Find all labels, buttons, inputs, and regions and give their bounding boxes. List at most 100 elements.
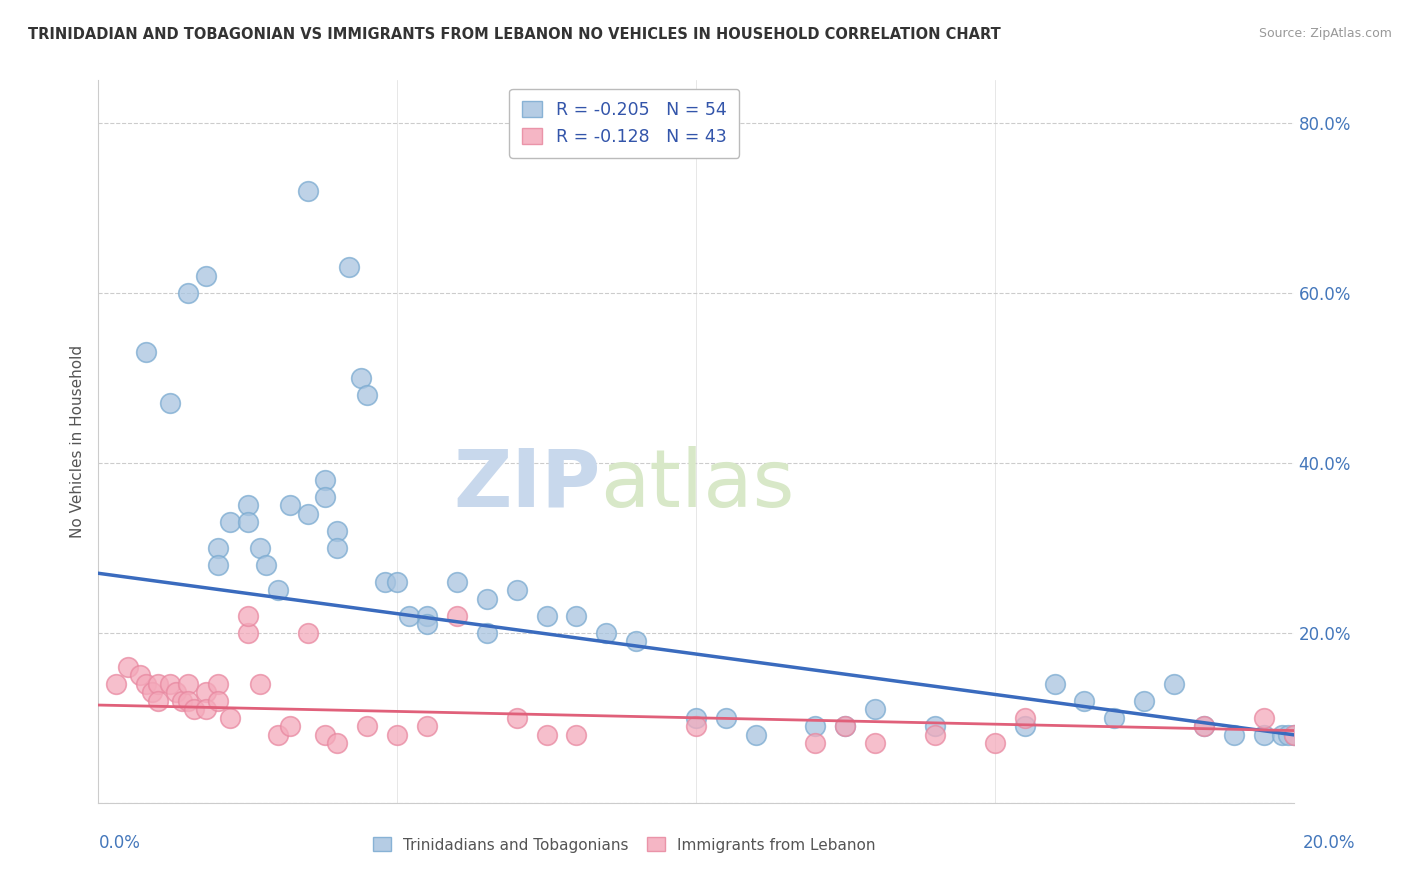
Point bbox=[595, 625, 617, 640]
Point bbox=[374, 574, 396, 589]
Point bbox=[865, 702, 887, 716]
Point bbox=[1192, 719, 1215, 733]
Point bbox=[129, 668, 152, 682]
Point bbox=[1282, 728, 1305, 742]
Point bbox=[506, 711, 529, 725]
Text: 20.0%: 20.0% bbox=[1302, 834, 1355, 852]
Point bbox=[398, 608, 420, 623]
Point bbox=[135, 677, 157, 691]
Point bbox=[148, 694, 170, 708]
Point bbox=[745, 728, 768, 742]
Text: TRINIDADIAN AND TOBAGONIAN VS IMMIGRANTS FROM LEBANON NO VEHICLES IN HOUSEHOLD C: TRINIDADIAN AND TOBAGONIAN VS IMMIGRANTS… bbox=[28, 27, 1001, 42]
Point bbox=[1043, 677, 1066, 691]
Point bbox=[177, 694, 200, 708]
Text: atlas: atlas bbox=[600, 446, 794, 524]
Point bbox=[183, 702, 205, 716]
Point bbox=[135, 345, 157, 359]
Point bbox=[834, 719, 856, 733]
Point bbox=[177, 285, 200, 300]
Point bbox=[804, 719, 827, 733]
Point bbox=[326, 541, 349, 555]
Point bbox=[565, 728, 588, 742]
Legend: Trinidadians and Tobagonians, Immigrants from Lebanon: Trinidadians and Tobagonians, Immigrants… bbox=[366, 830, 883, 860]
Point bbox=[984, 736, 1007, 750]
Point bbox=[326, 736, 349, 750]
Point bbox=[1277, 728, 1299, 742]
Point bbox=[475, 625, 498, 640]
Point bbox=[1223, 728, 1246, 742]
Point bbox=[865, 736, 887, 750]
Point bbox=[446, 574, 468, 589]
Point bbox=[626, 634, 648, 648]
Point bbox=[356, 388, 378, 402]
Point bbox=[195, 702, 218, 716]
Point bbox=[236, 498, 259, 512]
Point bbox=[249, 677, 271, 691]
Point bbox=[1253, 728, 1275, 742]
Point bbox=[385, 728, 409, 742]
Point bbox=[177, 677, 200, 691]
Point bbox=[315, 490, 337, 504]
Point bbox=[267, 583, 290, 598]
Point bbox=[804, 736, 827, 750]
Point bbox=[207, 541, 229, 555]
Point bbox=[1163, 677, 1185, 691]
Point bbox=[195, 268, 218, 283]
Point bbox=[416, 608, 439, 623]
Point bbox=[834, 719, 856, 733]
Point bbox=[1282, 728, 1305, 742]
Point bbox=[236, 608, 259, 623]
Point bbox=[207, 677, 229, 691]
Text: Source: ZipAtlas.com: Source: ZipAtlas.com bbox=[1258, 27, 1392, 40]
Point bbox=[278, 719, 301, 733]
Y-axis label: No Vehicles in Household: No Vehicles in Household bbox=[70, 345, 86, 538]
Point bbox=[148, 677, 170, 691]
Point bbox=[924, 719, 946, 733]
Point bbox=[446, 608, 468, 623]
Point bbox=[350, 371, 373, 385]
Point bbox=[356, 719, 378, 733]
Point bbox=[1104, 711, 1126, 725]
Point bbox=[159, 396, 181, 410]
Point bbox=[506, 583, 529, 598]
Point bbox=[315, 473, 337, 487]
Point bbox=[249, 541, 271, 555]
Point bbox=[159, 677, 181, 691]
Point bbox=[385, 574, 409, 589]
Point bbox=[297, 507, 319, 521]
Point bbox=[267, 728, 290, 742]
Point bbox=[924, 728, 946, 742]
Point bbox=[714, 711, 737, 725]
Point bbox=[219, 516, 242, 530]
Point bbox=[207, 558, 229, 572]
Point bbox=[685, 719, 707, 733]
Text: 0.0%: 0.0% bbox=[98, 834, 141, 852]
Point bbox=[536, 608, 558, 623]
Point bbox=[685, 711, 707, 725]
Point bbox=[172, 694, 194, 708]
Point bbox=[1253, 711, 1275, 725]
Point bbox=[1271, 728, 1294, 742]
Point bbox=[297, 625, 319, 640]
Point bbox=[315, 728, 337, 742]
Point bbox=[1073, 694, 1095, 708]
Point bbox=[105, 677, 128, 691]
Point bbox=[326, 524, 349, 538]
Point bbox=[1133, 694, 1156, 708]
Point bbox=[565, 608, 588, 623]
Point bbox=[117, 660, 139, 674]
Point bbox=[475, 591, 498, 606]
Point bbox=[1014, 711, 1036, 725]
Point bbox=[207, 694, 229, 708]
Text: ZIP: ZIP bbox=[453, 446, 600, 524]
Point bbox=[236, 516, 259, 530]
Point bbox=[416, 719, 439, 733]
Point bbox=[165, 685, 187, 699]
Point bbox=[141, 685, 163, 699]
Point bbox=[219, 711, 242, 725]
Point bbox=[1014, 719, 1036, 733]
Point bbox=[339, 260, 361, 275]
Point bbox=[254, 558, 277, 572]
Point bbox=[297, 184, 319, 198]
Point bbox=[416, 617, 439, 632]
